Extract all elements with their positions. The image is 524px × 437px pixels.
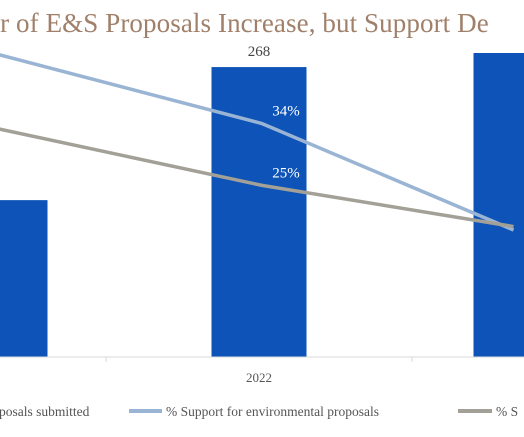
legend-label-bars: posals submitted [0, 404, 90, 419]
chart-title: er of E&S Proposals Increase, but Suppor… [0, 8, 489, 38]
legend: posals submitted % Support for environme… [0, 404, 518, 419]
series-line [0, 127, 514, 229]
bar-value-label: 268 [248, 44, 271, 60]
series-line [0, 53, 515, 232]
bar [0, 200, 48, 357]
line-value-label: 34% [272, 104, 300, 120]
x-tick-label: 2022 [246, 370, 272, 385]
legend-label-social: % S [496, 404, 518, 419]
bar [473, 53, 524, 357]
legend-label-env: % Support for environmental proposals [166, 404, 379, 419]
line-value-label: 25% [272, 165, 300, 181]
